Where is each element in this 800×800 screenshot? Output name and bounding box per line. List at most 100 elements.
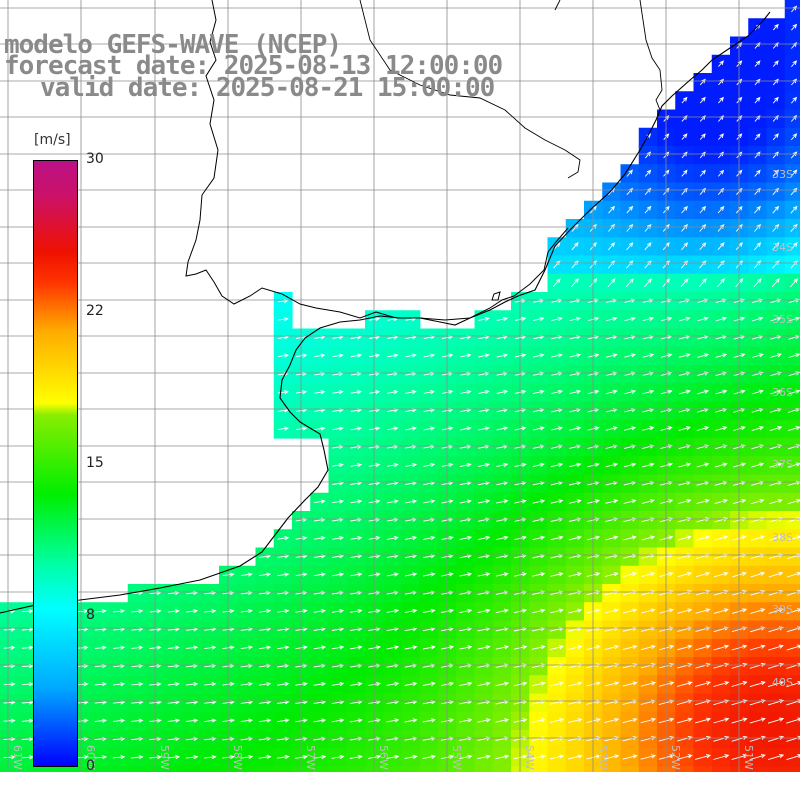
wind-arrow <box>387 389 399 395</box>
wind-speed-cell <box>638 200 658 220</box>
wind-speed-cell <box>784 127 800 147</box>
wind-arrow <box>771 278 780 288</box>
wind-arrow <box>569 389 582 395</box>
wind-arrow <box>423 462 436 468</box>
wind-arrow <box>478 353 490 358</box>
wind-arrow <box>568 572 583 577</box>
wind-arrow <box>313 645 327 650</box>
wind-arrow <box>277 317 289 322</box>
lat-lon-grid <box>0 0 800 772</box>
wind-arrow <box>531 718 546 723</box>
wind-speed-cell <box>383 766 403 772</box>
wind-arrow <box>386 718 400 723</box>
wind-arrow <box>350 645 363 650</box>
wind-arrow <box>623 426 637 431</box>
wind-arrow <box>423 608 436 614</box>
wind-arrow <box>386 462 399 468</box>
wind-arrow <box>405 535 418 541</box>
wind-arrow <box>699 151 706 159</box>
wind-arrow <box>772 242 780 251</box>
wind-arrow <box>790 205 798 214</box>
wind-arrow <box>167 645 180 650</box>
wind-arrow <box>790 151 798 159</box>
wind-arrow <box>695 717 712 724</box>
wind-arrow <box>478 389 490 395</box>
wind-arrow <box>767 754 785 761</box>
wind-arrow <box>314 353 326 358</box>
wind-arrow <box>642 389 655 395</box>
wind-arrow <box>313 499 326 504</box>
wind-speed-cell <box>54 766 74 772</box>
wind-arrow <box>604 717 620 724</box>
wind-arrow <box>714 535 729 541</box>
wind-arrow <box>699 78 706 86</box>
wind-arrow <box>405 353 417 358</box>
wind-arrow <box>604 644 620 651</box>
wind-speed-cell <box>784 54 800 74</box>
wind-speed-cell <box>711 54 731 74</box>
wind-arrow <box>551 389 564 395</box>
wind-arrow <box>678 426 691 431</box>
wind-arrow <box>459 535 472 540</box>
wind-arrow <box>642 426 655 431</box>
wind-arrow <box>770 316 782 322</box>
wind-arrow <box>495 754 510 760</box>
wind-arrow <box>772 78 779 86</box>
wind-speed-cell <box>711 127 731 147</box>
latitude-label: 34S <box>772 241 793 254</box>
wind-arrow <box>786 571 800 578</box>
wind-arrow <box>112 754 126 760</box>
wind-arrow <box>76 645 89 650</box>
wind-speed-cell <box>657 237 676 257</box>
wind-arrow <box>350 426 363 431</box>
wind-arrow <box>622 644 638 651</box>
wind-arrow <box>477 718 491 723</box>
wind-arrow <box>640 608 656 614</box>
wind-arrow <box>532 462 545 468</box>
wind-speed-cell <box>620 766 640 772</box>
wind-arrow <box>788 389 800 395</box>
latitude-label: 39S <box>772 603 793 616</box>
wind-arrow <box>622 681 638 687</box>
wind-arrow <box>550 462 564 468</box>
wind-arrow <box>386 754 400 759</box>
wind-arrow <box>713 717 730 724</box>
wind-arrow <box>750 535 765 541</box>
wind-speed-cell <box>146 766 165 772</box>
wind-arrow <box>676 754 693 760</box>
wind-arrow <box>404 718 418 723</box>
wind-arrow <box>604 572 619 577</box>
wind-speed-cell <box>638 237 658 257</box>
wind-arrow <box>387 353 399 358</box>
latitude-labels: 33S 34S 35S 36S 37S 38S 39S 40S <box>772 168 793 689</box>
wind-arrow <box>568 535 582 541</box>
wind-arrow <box>681 205 688 214</box>
valid-date: valid date: 2025-08-21 15:00:00 <box>40 73 495 103</box>
wind-arrow <box>332 535 345 541</box>
wind-arrow <box>768 571 784 578</box>
wind-speed-cell <box>401 766 421 772</box>
wind-speed-cell <box>675 164 695 184</box>
wind-arrow <box>681 133 688 140</box>
longitude-label: 53W <box>596 745 609 770</box>
wind-arrow <box>350 608 363 614</box>
wind-speed-cell <box>36 766 56 772</box>
wind-arrow <box>277 353 289 358</box>
wind-arrow <box>644 242 652 251</box>
wind-arrow <box>626 260 634 269</box>
wind-arrow <box>754 96 761 104</box>
wind-arrow <box>349 718 363 723</box>
longitude-label: 56W <box>377 745 390 770</box>
wind-arrow <box>404 608 418 614</box>
wind-arrow <box>751 316 764 322</box>
wind-speed-cell <box>0 766 19 772</box>
colorbar-tick-0: 0 <box>86 758 95 774</box>
wind-speed-cell <box>182 766 202 772</box>
wind-arrow <box>94 755 108 760</box>
wind-arrow <box>276 754 290 760</box>
wind-arrow <box>113 682 126 687</box>
wind-arrow <box>332 353 344 358</box>
wind-speed-cell <box>711 146 731 165</box>
latitude-label: 40S <box>772 676 793 689</box>
wind-arrow <box>94 718 108 723</box>
